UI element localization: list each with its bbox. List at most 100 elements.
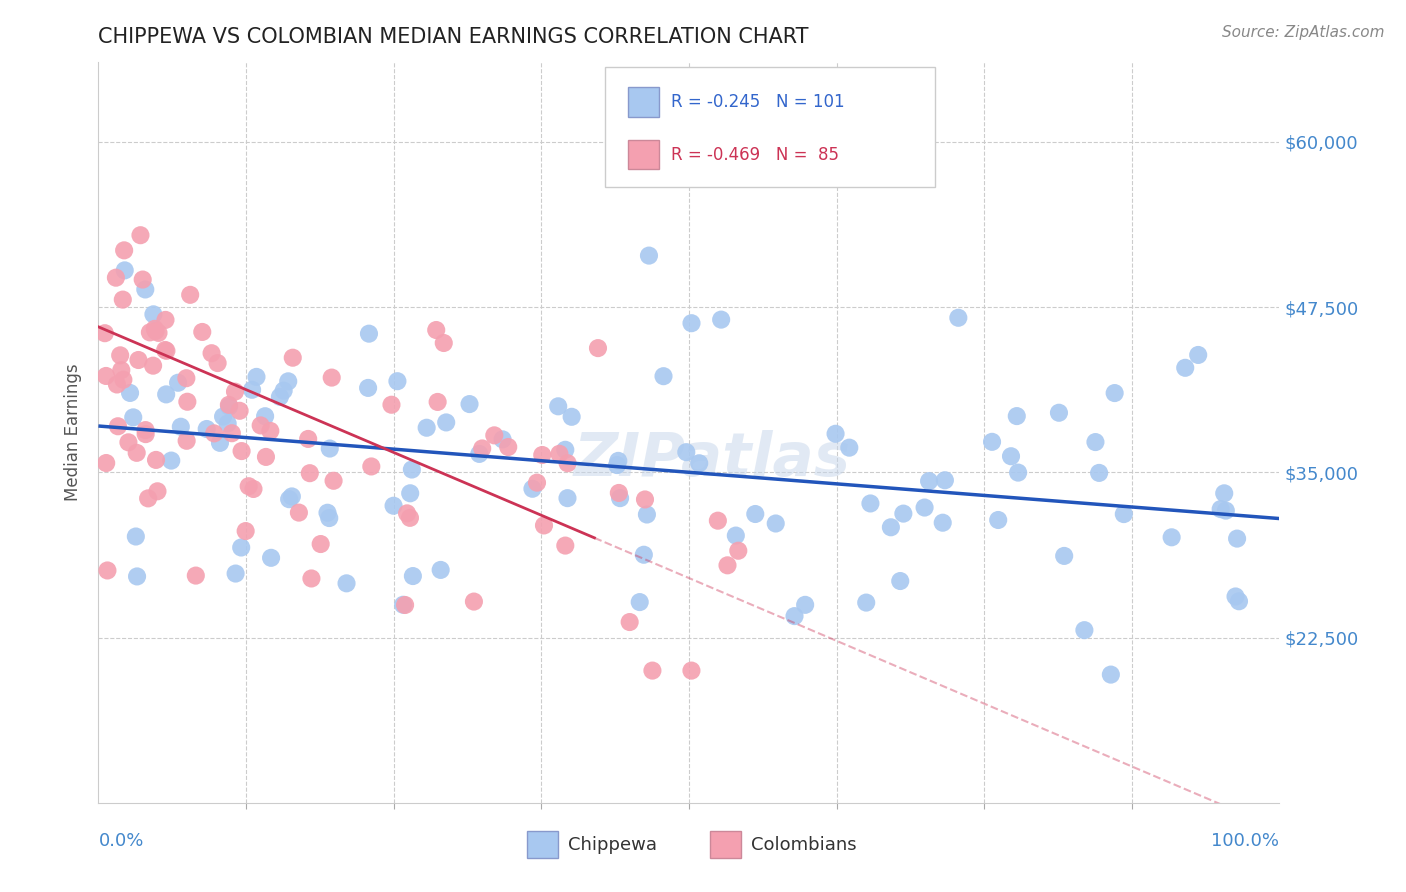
Point bbox=[207, 356, 229, 370]
Point bbox=[402, 569, 425, 583]
Point bbox=[675, 445, 697, 459]
Point bbox=[1215, 503, 1237, 517]
Point bbox=[200, 346, 222, 360]
Point bbox=[139, 326, 162, 340]
Point bbox=[143, 322, 166, 336]
Point bbox=[184, 568, 207, 582]
Point bbox=[918, 474, 941, 488]
Point bbox=[1104, 386, 1126, 401]
Point bbox=[433, 336, 456, 351]
Point bbox=[586, 341, 609, 355]
Point bbox=[628, 595, 651, 609]
Text: R = -0.245   N = 101: R = -0.245 N = 101 bbox=[671, 93, 844, 112]
Point bbox=[609, 491, 631, 505]
Point bbox=[855, 596, 877, 610]
Point bbox=[228, 404, 250, 418]
Point bbox=[288, 506, 311, 520]
Point bbox=[1225, 590, 1247, 604]
Point bbox=[491, 433, 513, 447]
Point bbox=[554, 539, 576, 553]
Point bbox=[914, 500, 936, 515]
Point bbox=[153, 343, 176, 357]
Point bbox=[382, 499, 405, 513]
Point bbox=[641, 664, 664, 678]
Point bbox=[221, 426, 243, 441]
Point bbox=[146, 484, 169, 499]
Point bbox=[401, 462, 423, 476]
Point bbox=[108, 348, 131, 362]
Point bbox=[1160, 530, 1182, 544]
Point bbox=[554, 442, 576, 457]
Point bbox=[727, 543, 749, 558]
Point bbox=[160, 453, 183, 467]
Text: 100.0%: 100.0% bbox=[1212, 832, 1279, 850]
Point bbox=[96, 564, 118, 578]
Point bbox=[652, 369, 675, 384]
Point bbox=[357, 381, 380, 395]
Point bbox=[131, 272, 153, 286]
Point bbox=[636, 508, 658, 522]
Point bbox=[129, 228, 152, 243]
Point bbox=[1209, 502, 1232, 516]
Point bbox=[838, 441, 860, 455]
Point bbox=[396, 507, 419, 521]
Point bbox=[260, 550, 283, 565]
Point bbox=[335, 576, 357, 591]
Point bbox=[429, 563, 451, 577]
Point bbox=[235, 524, 257, 538]
Point bbox=[176, 434, 198, 448]
Point bbox=[710, 312, 733, 326]
Point bbox=[681, 664, 703, 678]
Point bbox=[547, 400, 569, 414]
Point bbox=[218, 400, 240, 414]
Point bbox=[218, 398, 240, 412]
Point bbox=[111, 293, 134, 307]
Point bbox=[522, 482, 544, 496]
Point bbox=[240, 383, 263, 397]
Point bbox=[394, 598, 416, 612]
Point bbox=[765, 516, 787, 531]
Point bbox=[259, 424, 281, 438]
Point bbox=[135, 427, 157, 442]
Point bbox=[208, 435, 231, 450]
Point bbox=[1213, 486, 1236, 500]
Point bbox=[202, 426, 225, 441]
Text: Colombians: Colombians bbox=[751, 836, 856, 854]
Point bbox=[134, 283, 156, 297]
Point bbox=[269, 390, 291, 404]
Point bbox=[107, 419, 129, 434]
Point bbox=[94, 368, 117, 383]
Point bbox=[557, 456, 579, 470]
Point bbox=[301, 572, 323, 586]
Point bbox=[932, 516, 955, 530]
Point bbox=[224, 384, 246, 399]
Point bbox=[155, 313, 177, 327]
Point bbox=[176, 394, 198, 409]
Point bbox=[145, 324, 167, 338]
Point bbox=[357, 326, 380, 341]
Point bbox=[1000, 449, 1022, 463]
Point bbox=[1227, 594, 1250, 608]
Point bbox=[987, 513, 1010, 527]
Text: Chippewa: Chippewa bbox=[568, 836, 657, 854]
Point bbox=[744, 507, 766, 521]
Point bbox=[1088, 466, 1111, 480]
Point bbox=[322, 474, 344, 488]
Point bbox=[94, 326, 117, 341]
Point bbox=[531, 448, 554, 462]
Point bbox=[1005, 409, 1028, 423]
Point bbox=[110, 363, 132, 377]
Point bbox=[380, 398, 402, 412]
Point bbox=[114, 263, 136, 277]
Point bbox=[399, 511, 422, 525]
Point bbox=[142, 307, 165, 321]
Text: Source: ZipAtlas.com: Source: ZipAtlas.com bbox=[1222, 25, 1385, 40]
Point bbox=[120, 386, 142, 401]
Point bbox=[179, 288, 201, 302]
Point bbox=[1187, 348, 1209, 362]
Point bbox=[309, 537, 332, 551]
Point bbox=[638, 249, 661, 263]
Point bbox=[298, 466, 321, 480]
Point bbox=[238, 479, 260, 493]
Point bbox=[1073, 623, 1095, 637]
